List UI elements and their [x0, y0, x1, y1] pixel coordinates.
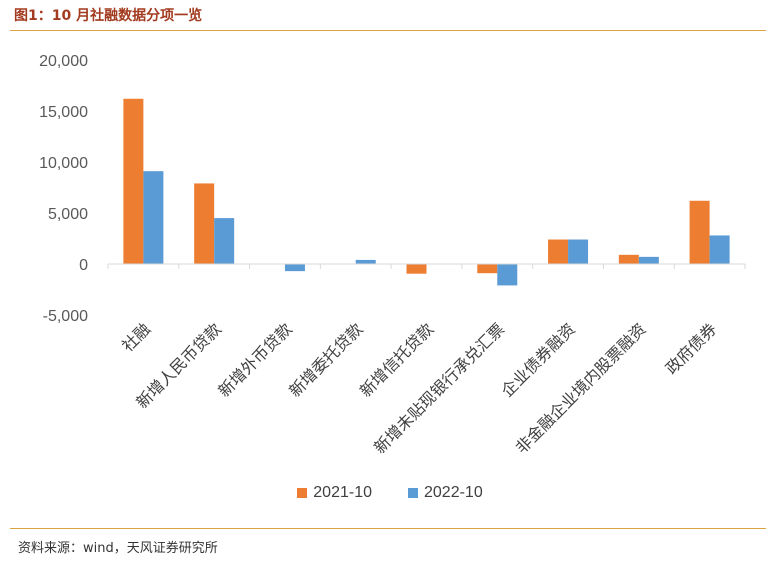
y-tick-label: 0 — [79, 257, 88, 274]
bottom-divider — [10, 528, 766, 529]
bar-2022-10-0 — [143, 171, 164, 264]
bars — [123, 98, 730, 286]
y-tick-label: 20,000 — [39, 53, 88, 70]
x-category-label: 非金融企业境内股票融资 — [512, 319, 650, 457]
bar-2021-10-6 — [548, 239, 569, 264]
y-tick-label: 5,000 — [48, 206, 88, 223]
bar-2022-10-6 — [568, 239, 589, 264]
x-axis: 社融新增人民币贷款新增外币贷款新增委托贷款新增信托贷款新增未贴现银行承兑汇票企业… — [107, 264, 746, 457]
bar-2022-10-5 — [497, 264, 518, 286]
bar-2021-10-7 — [618, 254, 639, 264]
legend: 2021-10 2022-10 — [0, 484, 780, 502]
bar-2022-10-3 — [355, 259, 376, 264]
y-tick-label: -5,000 — [43, 308, 88, 325]
figure-title: 图1：10 月社融数据分项一览 — [14, 8, 203, 24]
x-category-label: 新增委托贷款 — [285, 319, 366, 400]
bar-2021-10-4 — [406, 264, 427, 274]
legend-item-2021: 2021-10 — [297, 484, 372, 502]
legend-label-2021: 2021-10 — [313, 484, 372, 501]
x-category-label: 新增外币贷款 — [214, 319, 295, 400]
bar-2022-10-7 — [638, 256, 659, 264]
bar-2021-10-5 — [477, 264, 498, 274]
legend-label-2022: 2022-10 — [424, 484, 483, 501]
y-tick-label: 10,000 — [39, 155, 88, 172]
x-category-label: 新增未贴现银行承兑汇票 — [370, 319, 508, 457]
source-note: 资料来源：wind，天风证券研究所 — [18, 541, 218, 556]
y-axis: 20,000 15,000 10,000 5,000 0 -5,000 — [39, 53, 88, 325]
bar-2021-10-8 — [689, 200, 710, 264]
bar-2021-10-1 — [194, 183, 215, 264]
top-divider — [10, 30, 766, 31]
legend-item-2022: 2022-10 — [408, 484, 483, 502]
legend-swatch-2022 — [408, 488, 418, 498]
bar-2021-10-0 — [123, 98, 144, 264]
x-category-label: 社融 — [118, 319, 154, 355]
legend-swatch-2021 — [297, 488, 308, 498]
bar-2022-10-1 — [214, 218, 235, 264]
y-tick-label: 15,000 — [39, 104, 88, 121]
bar-2022-10-2 — [284, 264, 305, 272]
bar-2022-10-8 — [709, 235, 730, 264]
x-category-label: 政府债券 — [662, 319, 721, 378]
